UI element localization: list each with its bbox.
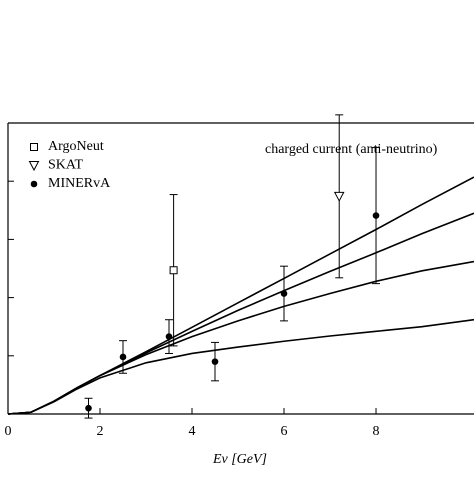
legend-marker (28, 161, 40, 172)
legend-label: SKAT (48, 158, 83, 173)
x-tick-label: 0 (5, 424, 12, 439)
curve (7, 318, 474, 415)
data-point (169, 266, 178, 275)
curve (7, 176, 474, 415)
data-point (333, 191, 345, 202)
x-tick-label: 2 (97, 424, 104, 439)
data-point (119, 353, 127, 361)
legend-label: MINERvA (48, 176, 111, 191)
data-point (85, 404, 92, 412)
legend-label: ArgoNeut (48, 139, 104, 154)
x-tick-label: 6 (281, 424, 288, 439)
curve (7, 260, 474, 415)
legend-marker (30, 180, 38, 188)
data-point (280, 290, 288, 297)
x-tick-label: 8 (373, 424, 380, 439)
x-axis-label: Eν [GeV] (212, 452, 267, 467)
data-point (211, 358, 219, 365)
legend-marker (30, 143, 38, 151)
x-tick-label: 4 (189, 424, 196, 439)
annotation: charged current (anti-neutrino) (265, 142, 438, 157)
data-point (165, 333, 173, 340)
data-point (372, 212, 380, 219)
curve (7, 212, 474, 415)
